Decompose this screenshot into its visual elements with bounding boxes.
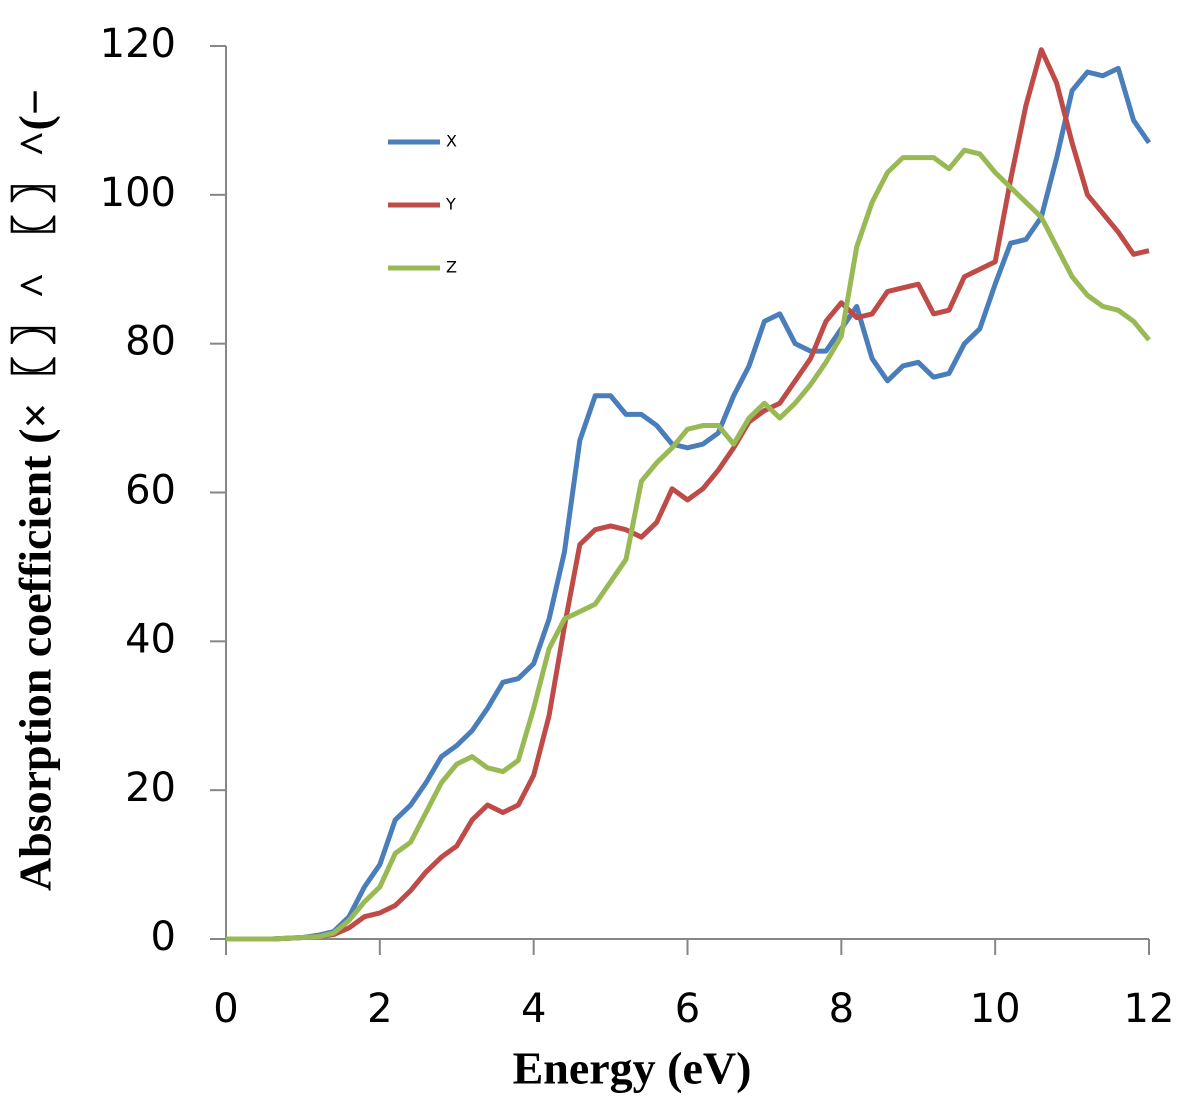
x-tick-label: 2 bbox=[367, 986, 392, 1032]
data-line bbox=[226, 147, 1151, 942]
y-tick-label: 100 bbox=[100, 170, 176, 216]
legend-label: Z bbox=[446, 258, 457, 277]
legend-label: Y bbox=[445, 195, 456, 214]
x-tick-label: 10 bbox=[970, 986, 1021, 1032]
y-tick-label: 60 bbox=[125, 468, 176, 514]
y-axis-title: Absorption coefficient (×〖 〗^ 〖 〗^(− bbox=[10, 89, 61, 891]
x-tick-label: 0 bbox=[213, 986, 238, 1032]
y-tick-label: 120 bbox=[100, 21, 176, 67]
x-tick-label: 6 bbox=[675, 986, 700, 1032]
y-tick-label: 20 bbox=[125, 765, 176, 811]
data-line bbox=[226, 47, 1150, 942]
y-tick-label: 0 bbox=[151, 914, 176, 960]
x-axis-title: Energy (eV) bbox=[513, 1043, 752, 1094]
x-tick-label: 12 bbox=[1124, 986, 1175, 1032]
y-tick-label: 80 bbox=[125, 319, 176, 365]
x-tick-label: 4 bbox=[521, 986, 546, 1032]
y-tick-label: 40 bbox=[125, 616, 176, 662]
x-tick-label: 8 bbox=[829, 986, 854, 1032]
data-line bbox=[226, 65, 1152, 942]
legend-label: X bbox=[446, 132, 457, 151]
